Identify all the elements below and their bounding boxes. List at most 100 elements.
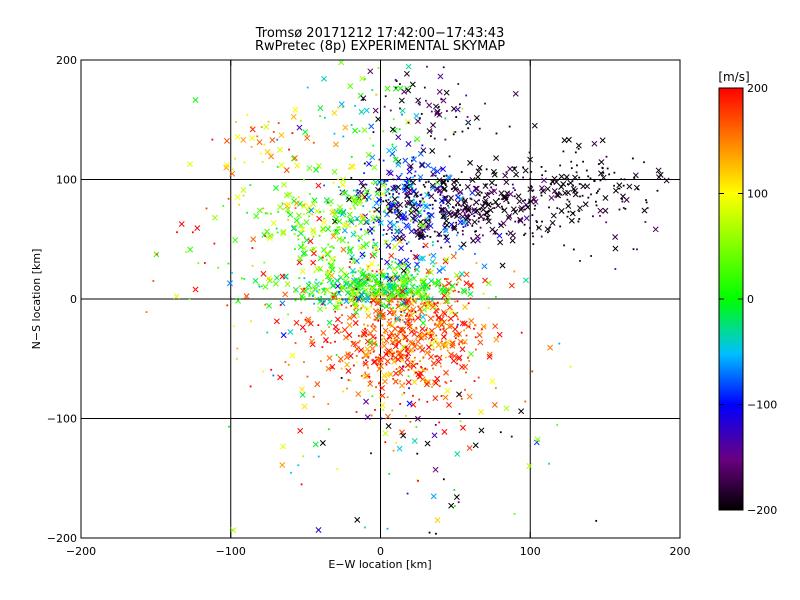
data-point-cross (620, 193, 626, 200)
data-point-dot (470, 237, 473, 240)
data-point-dot (357, 283, 360, 286)
data-point-dot (410, 250, 413, 252)
data-point-cross (633, 184, 640, 191)
data-point-dot (333, 284, 336, 287)
data-point-cross (229, 170, 236, 177)
data-point-dot (264, 212, 267, 215)
data-point-cross (462, 197, 469, 204)
data-point-cross (367, 339, 374, 345)
data-point-cross (376, 365, 383, 372)
data-point-cross (469, 177, 476, 183)
data-point-cross (482, 277, 489, 284)
data-point-dot (419, 336, 421, 339)
data-point-dot (570, 160, 573, 163)
data-point-cross (369, 345, 376, 352)
data-point-cross (375, 355, 382, 362)
data-point-dot (365, 200, 367, 203)
data-point-cross (527, 198, 534, 205)
data-point-cross (262, 283, 269, 290)
y-tick-label: −100 (47, 413, 77, 426)
data-point-dot (428, 300, 430, 303)
data-point-dot (557, 191, 560, 194)
data-point-dot (387, 198, 390, 201)
data-point-cross (187, 246, 194, 253)
colorbar-tick-label: 0 (747, 293, 754, 306)
data-point-dot (346, 290, 349, 293)
data-point-cross (376, 313, 383, 320)
data-point-cross (445, 199, 452, 206)
data-point-dot (423, 301, 426, 304)
data-point-dot (422, 245, 425, 248)
data-point-dot (348, 250, 351, 253)
data-point-dot (374, 318, 377, 321)
data-point-cross (331, 168, 338, 175)
data-point-cross (408, 346, 414, 353)
data-point-cross (355, 296, 362, 303)
data-point-dot (444, 184, 447, 187)
data-point-dot (364, 327, 367, 330)
data-point-dot (371, 232, 373, 235)
data-point-dot (375, 386, 377, 389)
data-point-dot (403, 179, 406, 182)
data-point-dot (426, 296, 428, 298)
data-point-cross (413, 206, 420, 213)
data-point-cross (293, 200, 300, 207)
data-point-cross (420, 223, 427, 230)
data-point-cross (444, 292, 451, 299)
data-point-dot (443, 175, 445, 178)
data-point-dot (468, 325, 471, 328)
data-point-cross (349, 194, 355, 201)
data-point-cross (460, 241, 467, 248)
x-tick-label: 200 (670, 545, 691, 558)
data-point-cross (320, 299, 326, 306)
data-point-dot (363, 78, 366, 80)
data-point-dot (266, 212, 269, 215)
data-point-dot (413, 330, 416, 333)
data-point-dot (388, 324, 391, 327)
data-point-dot (472, 203, 475, 206)
data-point-dot (577, 147, 580, 150)
data-point-cross (383, 337, 390, 344)
data-point-dot (375, 248, 378, 251)
data-point-dot (284, 361, 287, 363)
data-point-cross (425, 162, 431, 169)
data-point-dot (416, 273, 419, 276)
data-point-dot (465, 210, 468, 213)
data-point-cross (420, 294, 427, 301)
data-point-dot (563, 244, 565, 247)
data-point-dot (406, 206, 408, 209)
data-point-dot (522, 166, 524, 169)
data-point-dot (442, 327, 445, 330)
data-point-dot (297, 235, 299, 237)
data-point-dot (407, 121, 410, 124)
data-point-dot (426, 400, 429, 403)
data-point-dot (366, 307, 369, 310)
data-point-dot (370, 305, 373, 308)
data-point-dot (444, 381, 447, 383)
data-point-dot (452, 290, 455, 293)
data-point-cross (342, 334, 349, 341)
data-point-dot (374, 342, 376, 345)
data-point-cross (563, 174, 570, 181)
data-point-dot (343, 222, 346, 225)
data-point-dot (413, 328, 416, 331)
data-point-cross (379, 311, 386, 318)
data-point-cross (354, 215, 360, 222)
data-point-cross (485, 218, 492, 225)
data-point-cross (450, 357, 457, 364)
data-point-dot (428, 351, 431, 354)
data-point-cross (321, 75, 327, 82)
data-point-cross (312, 441, 319, 448)
data-point-dot (409, 226, 411, 228)
data-point-dot (400, 314, 402, 317)
data-point-dot (441, 199, 444, 202)
data-point-cross (582, 201, 589, 208)
data-point-dot (363, 172, 366, 175)
data-point-cross (346, 196, 353, 203)
data-point-cross (560, 181, 567, 187)
data-point-dot (523, 234, 525, 236)
data-point-dot (396, 300, 399, 303)
data-point-dot (376, 283, 379, 285)
data-point-dot (392, 377, 395, 380)
